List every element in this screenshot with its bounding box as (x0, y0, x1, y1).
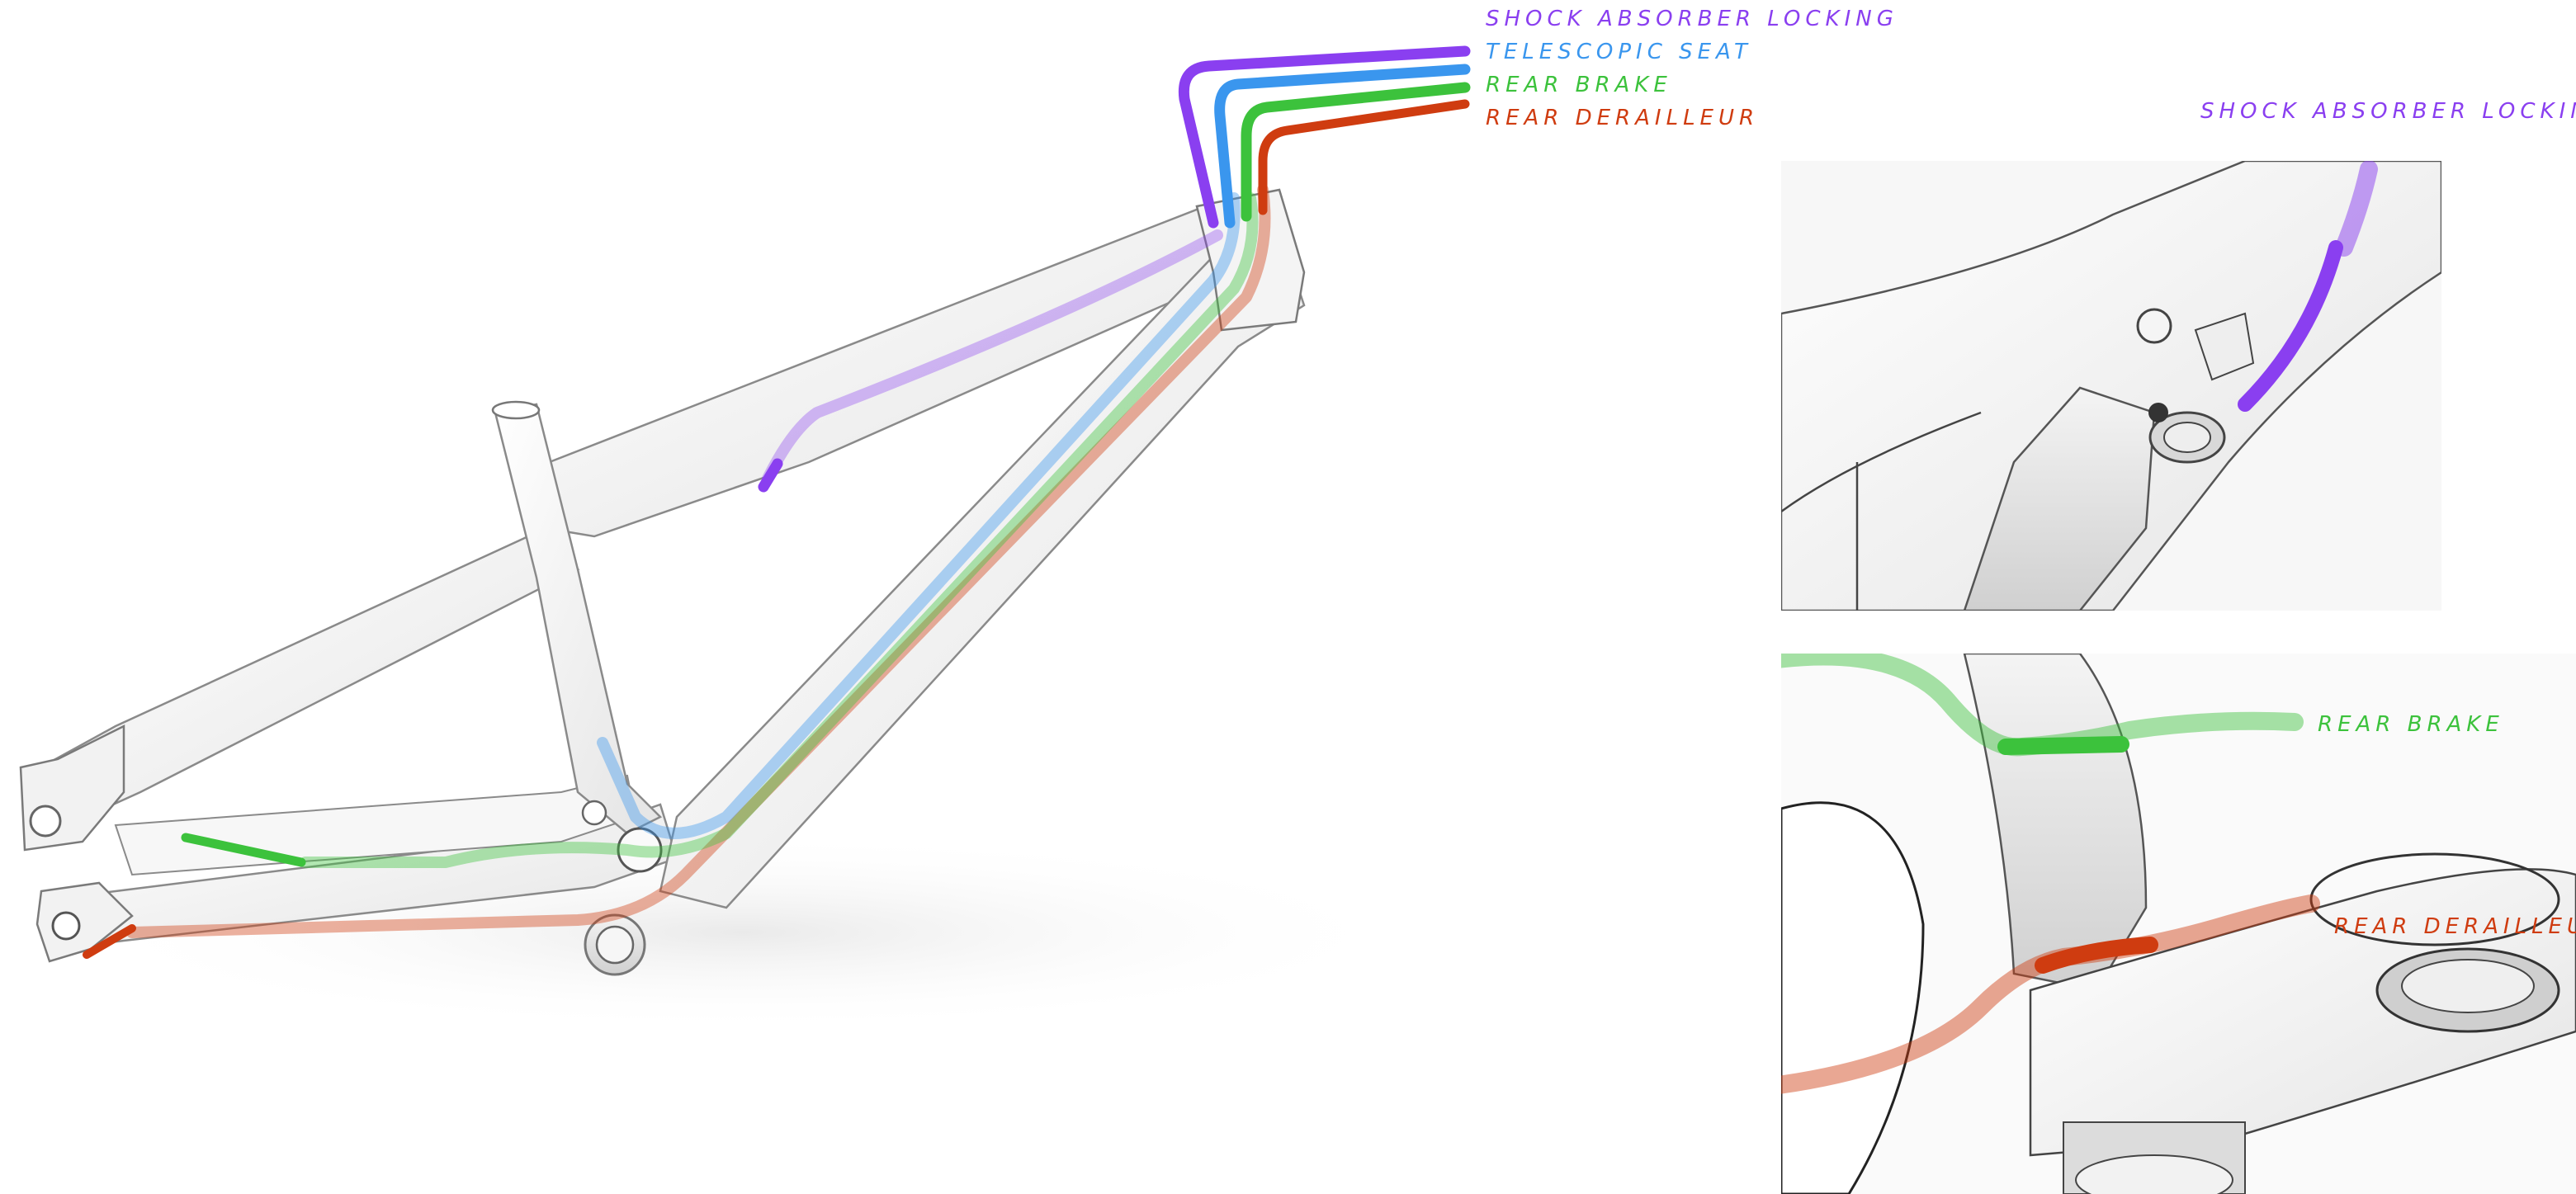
bike-frame (19, 188, 1420, 1031)
derailleur-cable-end (83, 924, 136, 959)
derailleur-cable-internal (126, 184, 1271, 938)
head-tube (1195, 188, 1306, 332)
detail-shock-label: SHOCK ABSORBER LOCKING (2200, 99, 2576, 124)
brake-cable-end (181, 833, 306, 867)
seat-cable-external (1214, 64, 1471, 229)
legend-derailleur-label: REAR DERAILLEUR (1486, 106, 1760, 130)
seat-tube (494, 403, 663, 835)
seat-cable-internal (597, 192, 1241, 839)
legend-shock-label: SHOCK ABSORBER LOCKING (1486, 7, 1898, 31)
legend-brake-label: REAR BRAKE (1486, 73, 1672, 97)
brake-cable-internal (300, 192, 1259, 868)
detail-bracket-view (1781, 654, 2576, 1194)
shock-cable-external (1178, 45, 1471, 229)
detail-derailleur-label: REAR DERAILLEUR (2334, 914, 2576, 939)
detail-brake-label: REAR BRAKE (2318, 712, 2504, 737)
brake-cable-external (1241, 82, 1471, 222)
detail-shock-view (1781, 161, 2441, 611)
legend-seat-label: TELESCOPIC SEAT (1486, 40, 1752, 64)
shock-cable-internal (762, 229, 1223, 484)
shock-cable-end (758, 458, 783, 493)
derailleur-cable-external (1258, 99, 1470, 215)
main-cable-routes (83, 45, 1471, 959)
